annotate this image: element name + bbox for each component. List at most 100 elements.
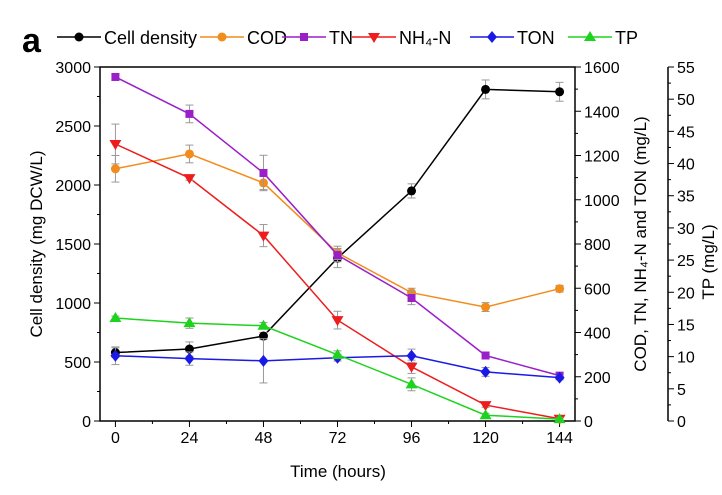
x-tick-label: 24 bbox=[181, 430, 199, 447]
series-cod bbox=[110, 144, 565, 312]
legend-marker bbox=[368, 33, 380, 43]
data-point-nh-n bbox=[257, 231, 270, 242]
series-line-tn bbox=[115, 76, 560, 377]
data-point-tn bbox=[407, 293, 416, 302]
y-right2-tick-label: 40 bbox=[677, 157, 695, 174]
y-right2-tick-label: 5 bbox=[677, 382, 686, 399]
data-point-ton bbox=[554, 371, 565, 384]
x-tick-label: 0 bbox=[111, 430, 120, 447]
legend-marker bbox=[487, 31, 497, 43]
x-tick-label: 144 bbox=[546, 430, 573, 447]
series-tn bbox=[111, 72, 564, 380]
y-right2-tick-label: 35 bbox=[677, 189, 695, 206]
y-right2-tick-label: 25 bbox=[677, 253, 695, 270]
y-right2-tick-label: 15 bbox=[677, 317, 695, 334]
data-point-tn bbox=[185, 109, 194, 118]
data-point-nh-n bbox=[331, 316, 344, 327]
y-left-tick-label: 1000 bbox=[55, 296, 91, 313]
y-right-tick-label: 200 bbox=[584, 370, 611, 387]
y-right-tick-label: 1400 bbox=[584, 104, 620, 121]
data-point-nh-n bbox=[109, 139, 122, 150]
y-axis-right-label: COD, TN, NH₄-N and TON (mg/L) bbox=[631, 116, 650, 371]
data-point-nh-n bbox=[405, 362, 418, 373]
legend-label: TN bbox=[329, 28, 353, 48]
legend-marker bbox=[584, 31, 596, 41]
series-tp bbox=[109, 312, 566, 424]
data-point-cod bbox=[184, 149, 194, 159]
x-tick-label: 72 bbox=[329, 430, 347, 447]
legend-label: NH₄-N bbox=[399, 28, 451, 48]
y-right-tick-label: 1000 bbox=[584, 193, 620, 210]
legend-marker bbox=[74, 32, 84, 42]
x-tick-label: 48 bbox=[255, 430, 273, 447]
series-line-nh-n bbox=[115, 143, 560, 420]
data-point-cell-density bbox=[481, 84, 491, 94]
plot-frame bbox=[99, 66, 576, 422]
data-point-ton bbox=[480, 365, 491, 378]
y-right2-tick-label: 20 bbox=[677, 285, 695, 302]
series-group bbox=[109, 72, 566, 425]
legend-item-tp: TP bbox=[568, 28, 638, 48]
data-point-ton bbox=[184, 352, 195, 365]
y-right-tick-label: 800 bbox=[584, 237, 611, 254]
data-point-cell-density bbox=[407, 186, 417, 196]
data-point-tp bbox=[553, 413, 566, 424]
data-point-ton bbox=[110, 349, 121, 362]
x-axis-label: Time (hours) bbox=[290, 462, 386, 481]
y-left-tick-label: 2000 bbox=[55, 178, 91, 195]
axes: 0 24 48 72 96 120 144 0 500 1000 1500 2000 2500 3000 0… bbox=[55, 60, 694, 447]
y-right2-tick-label: 10 bbox=[677, 350, 695, 367]
series-line-tp bbox=[115, 317, 560, 420]
y-right2-tick-label: 30 bbox=[677, 221, 695, 238]
legend-item-tn: TN bbox=[282, 28, 353, 48]
y-right-tick-label: 400 bbox=[584, 326, 611, 343]
y-right-tick-label: 1600 bbox=[584, 60, 620, 77]
data-point-ton bbox=[406, 349, 417, 362]
legend-label: TP bbox=[615, 28, 638, 48]
data-point-nh-n bbox=[479, 401, 492, 412]
series-nh-n bbox=[109, 123, 566, 425]
data-point-tn bbox=[333, 251, 342, 260]
data-point-cell-density bbox=[555, 87, 565, 97]
data-point-tp bbox=[405, 378, 418, 389]
y-left-tick-label: 2500 bbox=[55, 119, 91, 136]
legend-label: Cell density bbox=[104, 28, 197, 48]
y-right2-tick-label: 0 bbox=[677, 414, 686, 431]
y-right2-tick-label: 50 bbox=[677, 92, 695, 109]
data-point-tp bbox=[257, 319, 270, 330]
data-point-tn bbox=[259, 168, 268, 177]
y-axis-left-label: Cell density (mg DCW/L) bbox=[27, 150, 46, 337]
data-point-tp bbox=[331, 348, 344, 359]
series-line-cod bbox=[115, 153, 560, 308]
data-point-tn bbox=[111, 72, 120, 81]
y-right2-tick-label: 45 bbox=[677, 124, 695, 141]
x-tick-label: 120 bbox=[472, 430, 499, 447]
legend-item-cod: COD bbox=[200, 28, 287, 48]
legend-label: TON bbox=[517, 28, 555, 48]
data-point-cod bbox=[110, 164, 120, 174]
data-point-tp bbox=[183, 317, 196, 328]
data-point-cell-density bbox=[184, 344, 194, 354]
y-right-tick-label: 1200 bbox=[584, 149, 620, 166]
data-point-tp bbox=[479, 409, 492, 420]
y-left-tick-label: 500 bbox=[64, 355, 91, 372]
x-tick-label: 96 bbox=[403, 430, 421, 447]
legend-item-nh-n: NH₄-N bbox=[352, 28, 451, 48]
legend-label: COD bbox=[247, 28, 287, 48]
y-left-tick-label: 3000 bbox=[55, 60, 91, 77]
data-point-cod bbox=[481, 302, 491, 312]
y-right2-tick-label: 55 bbox=[677, 60, 695, 77]
data-point-nh-n bbox=[183, 174, 196, 185]
data-point-ton bbox=[258, 354, 269, 367]
legend-item-ton: TON bbox=[470, 28, 555, 48]
y-right-tick-label: 0 bbox=[584, 414, 593, 431]
data-point-tp bbox=[109, 312, 122, 323]
y-left-tick-label: 1500 bbox=[55, 237, 91, 254]
panel-label: a bbox=[22, 22, 42, 60]
legend-item-cell-density: Cell density bbox=[57, 28, 197, 48]
legend: Cell density COD TN NH₄-N TON TP bbox=[57, 28, 638, 48]
data-point-cod bbox=[555, 284, 565, 294]
y-axis-right2-label: TP (mg/L) bbox=[699, 224, 718, 299]
legend-marker bbox=[217, 32, 227, 42]
